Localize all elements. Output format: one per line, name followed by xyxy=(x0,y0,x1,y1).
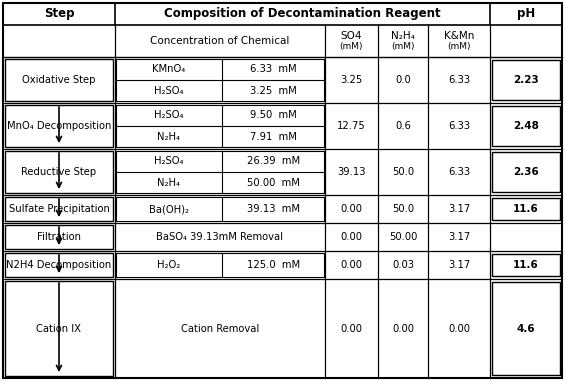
Text: 6.33  mM: 6.33 mM xyxy=(250,64,297,74)
Bar xyxy=(5,225,113,249)
Text: MnO₄ Decomposition: MnO₄ Decomposition xyxy=(7,121,111,131)
Text: 0.03: 0.03 xyxy=(392,260,414,270)
Bar xyxy=(492,60,560,100)
Text: 2.36: 2.36 xyxy=(513,167,539,177)
Text: 0.00: 0.00 xyxy=(341,204,363,214)
Bar xyxy=(5,59,113,101)
Text: (mM): (mM) xyxy=(447,42,471,51)
Text: Sulfate Precipitation: Sulfate Precipitation xyxy=(8,204,110,214)
Bar xyxy=(492,254,560,276)
Text: 0.00: 0.00 xyxy=(341,323,363,333)
Text: BaSO₄ 39.13mM Removal: BaSO₄ 39.13mM Removal xyxy=(157,232,284,242)
Text: H₂SO₄: H₂SO₄ xyxy=(154,155,183,165)
Text: (mM): (mM) xyxy=(340,42,363,51)
Text: 6.33: 6.33 xyxy=(448,121,470,131)
Text: 0.0: 0.0 xyxy=(395,75,411,85)
Text: SO4: SO4 xyxy=(341,31,362,41)
Bar xyxy=(116,105,324,147)
Bar xyxy=(116,197,324,221)
Text: N₂H₄: N₂H₄ xyxy=(391,31,415,41)
Text: 3.17: 3.17 xyxy=(448,232,470,242)
Text: 12.75: 12.75 xyxy=(337,121,366,131)
Text: 0.00: 0.00 xyxy=(448,323,470,333)
Text: 39.13: 39.13 xyxy=(337,167,366,177)
Text: Ba(OH)₂: Ba(OH)₂ xyxy=(149,204,189,214)
Text: 3.17: 3.17 xyxy=(448,260,470,270)
Text: 50.00  mM: 50.00 mM xyxy=(247,179,300,189)
Bar xyxy=(116,151,324,193)
Text: Reductive Step: Reductive Step xyxy=(21,167,97,177)
Text: 11.6: 11.6 xyxy=(513,204,539,214)
Text: 6.33: 6.33 xyxy=(448,167,470,177)
Text: 0.00: 0.00 xyxy=(341,232,363,242)
Text: (mM): (mM) xyxy=(391,42,415,51)
Text: 7.91  mM: 7.91 mM xyxy=(250,133,297,142)
Bar xyxy=(5,197,113,221)
Text: N₂H₄: N₂H₄ xyxy=(157,179,180,189)
Text: 11.6: 11.6 xyxy=(513,260,539,270)
Bar xyxy=(116,59,324,101)
Bar xyxy=(5,105,113,147)
Text: 50.0: 50.0 xyxy=(392,204,414,214)
Text: KMnO₄: KMnO₄ xyxy=(152,64,185,74)
Text: 26.39  mM: 26.39 mM xyxy=(247,155,300,165)
Text: N₂H₄: N₂H₄ xyxy=(157,133,180,142)
Text: Filtration: Filtration xyxy=(37,232,81,242)
Text: 3.25  mM: 3.25 mM xyxy=(250,86,297,96)
Bar xyxy=(5,253,113,277)
Text: pH: pH xyxy=(517,8,535,21)
Bar xyxy=(5,151,113,193)
Text: 0.00: 0.00 xyxy=(341,260,363,270)
Text: 39.13  mM: 39.13 mM xyxy=(247,204,300,214)
Text: 0.6: 0.6 xyxy=(395,121,411,131)
Text: 2.23: 2.23 xyxy=(513,75,539,85)
Bar xyxy=(492,282,560,375)
Bar xyxy=(5,281,113,376)
Text: H₂SO₄: H₂SO₄ xyxy=(154,109,183,120)
Bar xyxy=(492,152,560,192)
Bar xyxy=(492,198,560,220)
Text: 50.0: 50.0 xyxy=(392,167,414,177)
Text: 6.33: 6.33 xyxy=(448,75,470,85)
Text: Step: Step xyxy=(44,8,74,21)
Bar xyxy=(492,106,560,146)
Text: Oxidative Step: Oxidative Step xyxy=(22,75,95,85)
Text: 0.00: 0.00 xyxy=(392,323,414,333)
Text: 2.48: 2.48 xyxy=(513,121,539,131)
Text: 3.17: 3.17 xyxy=(448,204,470,214)
Text: H₂O₂: H₂O₂ xyxy=(157,260,180,270)
Text: Cation IX: Cation IX xyxy=(37,323,81,333)
Text: Composition of Decontamination Reagent: Composition of Decontamination Reagent xyxy=(164,8,441,21)
Text: 4.6: 4.6 xyxy=(516,323,535,333)
Bar xyxy=(116,253,324,277)
Text: 50.00: 50.00 xyxy=(389,232,417,242)
Text: K&Mn: K&Mn xyxy=(444,31,474,41)
Text: Concentration of Chemical: Concentration of Chemical xyxy=(150,36,290,46)
Text: Cation Removal: Cation Removal xyxy=(181,323,259,333)
Text: N2H4 Decomposition: N2H4 Decomposition xyxy=(6,260,112,270)
Text: H₂SO₄: H₂SO₄ xyxy=(154,86,183,96)
Text: 9.50  mM: 9.50 mM xyxy=(250,109,297,120)
Text: 3.25: 3.25 xyxy=(340,75,363,85)
Text: 125.0  mM: 125.0 mM xyxy=(247,260,300,270)
